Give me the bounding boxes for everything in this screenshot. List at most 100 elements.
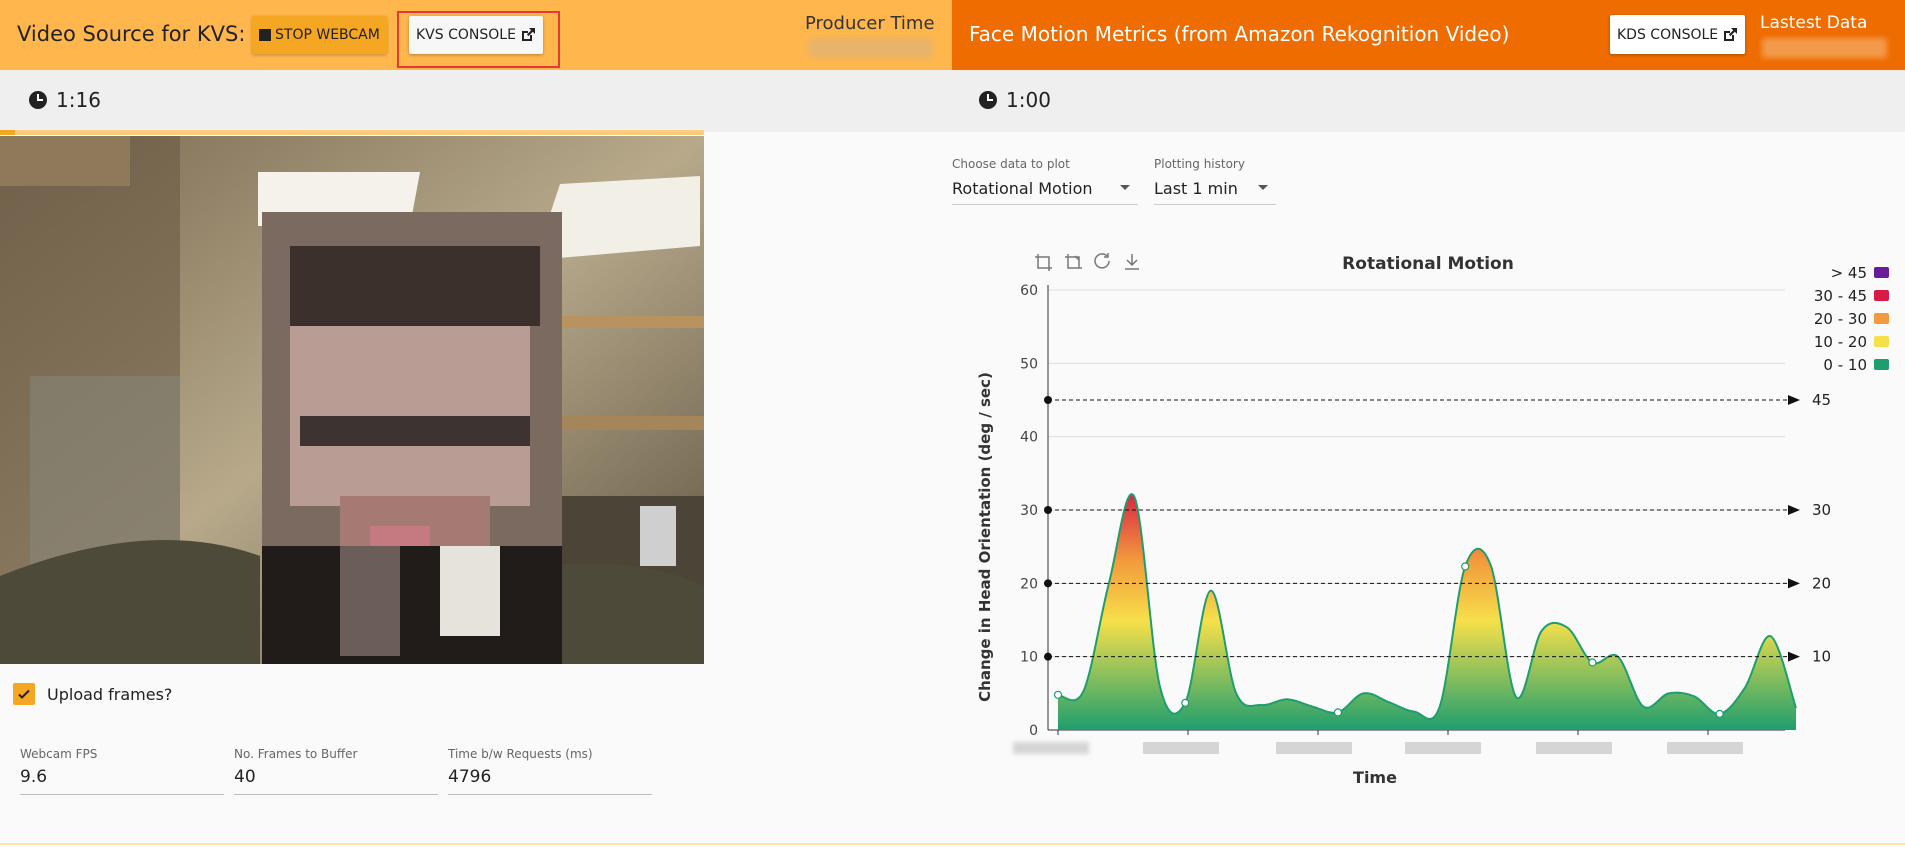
- rotational-motion-chart: Rotational Motion 0 10 20 30 40 50 60 10 20 30 45…: [962, 240, 1905, 804]
- chart-thresholds: 10 20 30 45: [1044, 391, 1831, 666]
- threshold-label: 20: [1812, 574, 1831, 592]
- data-point: [1333, 708, 1343, 717]
- external-link-icon: [521, 28, 535, 41]
- video-source-header: Video Source for KVS: STOP WEBCAM KVS CO…: [0, 0, 952, 70]
- left-timer-value: 1:16: [56, 88, 101, 112]
- zoom-reset-icon[interactable]: [1065, 254, 1082, 269]
- y-tick-label: 0: [1029, 723, 1038, 739]
- right-timer: 1:00: [978, 88, 1051, 112]
- legend-swatch: [1874, 313, 1889, 324]
- webcam-fps-field[interactable]: Webcam FPS 9.6: [20, 747, 224, 795]
- buffer-progress-fill: [0, 130, 15, 135]
- threshold-marker: [1044, 579, 1052, 588]
- chevron-down-icon: [1258, 185, 1268, 190]
- y-tick-label: 50: [1020, 356, 1038, 372]
- request-interval-label: Time b/w Requests (ms): [448, 747, 593, 761]
- y-tick-label: 10: [1020, 650, 1038, 666]
- webcam-video: [0, 136, 704, 664]
- kvs-console-highlight: [397, 11, 560, 68]
- threshold-label: 10: [1812, 648, 1831, 666]
- data-point: [1053, 690, 1063, 699]
- clock-icon: [979, 91, 997, 109]
- legend-label: 30 - 45: [1814, 287, 1867, 305]
- plot-history-select-label: Plotting history: [1154, 157, 1245, 171]
- stop-webcam-button[interactable]: STOP WEBCAM: [252, 16, 387, 54]
- data-point: [1715, 709, 1724, 718]
- checkbox-checked-icon[interactable]: [13, 683, 35, 705]
- upload-frames-label: Upload frames?: [47, 684, 173, 704]
- x-axis-label: Time: [1353, 768, 1397, 787]
- metrics-title: Face Motion Metrics (from Amazon Rekogni…: [969, 22, 1510, 46]
- frames-buffer-value[interactable]: 40: [234, 767, 256, 787]
- webcam-fps-label: Webcam FPS: [20, 747, 98, 761]
- chart-area-series: [1053, 493, 1797, 730]
- stop-webcam-label: STOP WEBCAM: [275, 27, 380, 43]
- y-tick-label: 60: [1020, 283, 1038, 299]
- zoom-icon[interactable]: [1035, 254, 1052, 271]
- legend-label: > 45: [1831, 264, 1867, 282]
- threshold-arrow: [1788, 505, 1800, 515]
- right-timer-value: 1:00: [1006, 88, 1051, 112]
- legend-label: 10 - 20: [1814, 333, 1867, 351]
- threshold-arrow: [1788, 395, 1800, 405]
- metrics-header: Face Motion Metrics (from Amazon Rekogni…: [952, 0, 1905, 70]
- threshold-label: 45: [1812, 391, 1831, 409]
- threshold-label: 30: [1812, 501, 1831, 519]
- plot-data-select-label: Choose data to plot: [952, 157, 1070, 171]
- stop-icon: [259, 29, 271, 41]
- legend-swatch: [1874, 359, 1889, 370]
- threshold-arrow: [1788, 578, 1800, 589]
- producer-time-value-redacted: [808, 38, 933, 58]
- chevron-down-icon: [1120, 185, 1130, 190]
- plot-data-select-value: Rotational Motion: [952, 179, 1093, 198]
- frames-buffer-field[interactable]: No. Frames to Buffer 40: [234, 747, 438, 795]
- request-interval-value[interactable]: 4796: [448, 767, 492, 787]
- legend-swatch: [1874, 267, 1889, 278]
- bottom-divider: [0, 843, 1905, 845]
- y-axis-label: Change in Head Orientation (deg / sec): [976, 372, 994, 702]
- checkmark-icon: [18, 689, 30, 699]
- frames-buffer-label: No. Frames to Buffer: [234, 747, 358, 761]
- buffer-progress-bar: [0, 130, 704, 135]
- external-link-icon: [1724, 27, 1738, 41]
- area-fill: [1058, 494, 1796, 730]
- download-icon[interactable]: [1125, 254, 1139, 270]
- webcam-fps-value[interactable]: 9.6: [20, 767, 48, 787]
- video-source-title: Video Source for KVS:: [17, 22, 246, 46]
- kvs-console-label: KVS CONSOLE: [416, 27, 516, 43]
- kds-console-label: KDS CONSOLE: [1617, 26, 1719, 43]
- latest-data-value-redacted: [1762, 38, 1887, 58]
- data-point: [1588, 658, 1597, 667]
- latest-data-label: Lastest Data: [1760, 13, 1868, 33]
- plot-data-select[interactable]: Choose data to plot Rotational Motion: [952, 157, 1138, 205]
- y-tick-label: 20: [1020, 576, 1038, 592]
- x-tick-labels-redacted: [1013, 742, 1743, 754]
- legend-swatch: [1874, 336, 1889, 347]
- chart-toolbox: [1035, 253, 1139, 271]
- chart-title: Rotational Motion: [1342, 254, 1514, 274]
- request-interval-field[interactable]: Time b/w Requests (ms) 4796: [448, 747, 652, 795]
- legend-label: 20 - 30: [1814, 310, 1867, 328]
- legend-swatch: [1874, 290, 1889, 301]
- left-timer: 1:16: [28, 88, 101, 112]
- upload-frames-checkbox[interactable]: Upload frames?: [13, 683, 172, 705]
- kds-console-button[interactable]: KDS CONSOLE: [1610, 15, 1746, 54]
- refresh-icon[interactable]: [1094, 253, 1110, 269]
- pixelated-face: [262, 212, 562, 664]
- chart-legend: > 45 30 - 45 20 - 30 10 - 20 0 - 10: [1814, 264, 1889, 374]
- threshold-marker: [1044, 652, 1052, 661]
- timer-bar: 1:16 1:00: [0, 70, 1905, 132]
- producer-time-label: Producer Time: [805, 13, 935, 34]
- threshold-marker: [1044, 396, 1052, 404]
- threshold-marker: [1044, 506, 1052, 514]
- legend-label: 0 - 10: [1823, 356, 1867, 374]
- series-line: [1057, 493, 1797, 720]
- clock-icon: [29, 91, 47, 109]
- kvs-console-button[interactable]: KVS CONSOLE: [409, 16, 543, 54]
- webcam-frame: [0, 136, 704, 664]
- threshold-arrow: [1788, 651, 1800, 662]
- data-point: [1461, 562, 1470, 571]
- y-tick-label: 40: [1020, 430, 1038, 446]
- plot-history-select[interactable]: Plotting history Last 1 min: [1154, 157, 1276, 205]
